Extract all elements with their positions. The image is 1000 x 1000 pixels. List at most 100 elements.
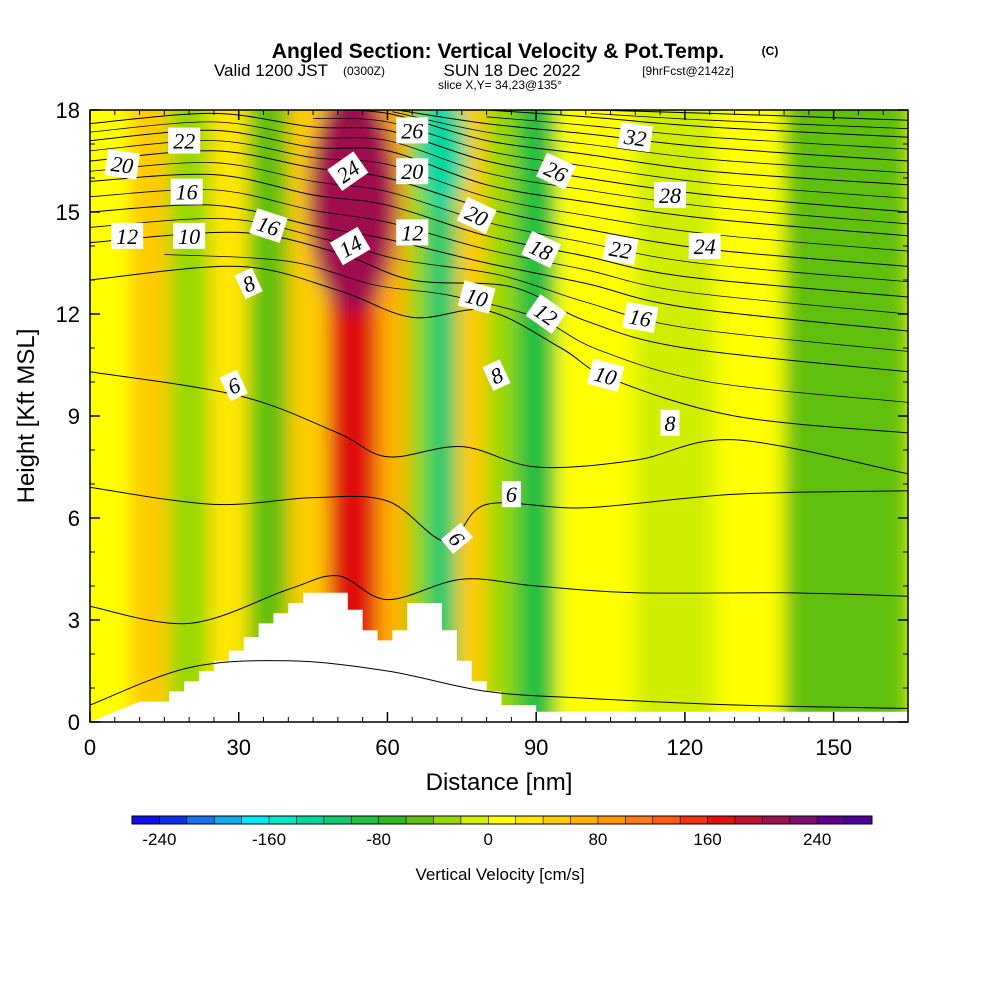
velocity-column <box>129 110 170 722</box>
contour-label-bg <box>173 222 206 249</box>
x-tick-label: 90 <box>524 735 548 760</box>
updraft-core <box>308 110 398 314</box>
contour-label-bg <box>168 127 201 154</box>
contour-label-bg <box>234 267 263 300</box>
contour-label-bg <box>622 301 659 333</box>
contour-label-bg <box>536 152 577 190</box>
contour-label-box: 12 <box>396 219 429 246</box>
colorbar-swatch <box>378 816 407 824</box>
isentrope-minor <box>90 162 908 283</box>
contour-label-box: 26 <box>396 117 429 144</box>
isentrope-2 <box>90 660 908 709</box>
contour-label-bg <box>456 196 497 234</box>
contour-label-bg <box>396 158 429 185</box>
isentrope-22 <box>90 112 908 213</box>
x-axis-title: Distance [nm] <box>426 769 573 796</box>
velocity-column <box>556 110 636 722</box>
contour-label-bg <box>617 122 653 153</box>
contour-label: 12 <box>401 220 423 245</box>
y-tick-label: 0 <box>68 710 80 735</box>
contour-label-bg <box>525 294 567 334</box>
colorbar-swatch <box>515 816 544 824</box>
contour-label: 22 <box>607 236 633 264</box>
contour-label-bg <box>396 117 429 144</box>
contour-label-bg <box>249 208 288 243</box>
contour-label-bg <box>327 151 369 192</box>
x-tick-label: 150 <box>815 735 852 760</box>
velocity-column <box>208 110 249 722</box>
isentrope-minor <box>90 189 908 315</box>
isentrope-28 <box>486 110 908 138</box>
isentrope-20 <box>90 129 908 237</box>
contour-label: 10 <box>178 224 200 249</box>
contour-label-bg <box>654 182 687 208</box>
colorbar-tick-label: -160 <box>252 830 286 849</box>
axes: 0 30 60 90 120 150 0 3 6 9 12 15 18 <box>56 98 909 760</box>
contour-label-box: 10 <box>586 358 625 392</box>
x-tick-label: 30 <box>226 735 250 760</box>
contour-label: 22 <box>173 129 195 154</box>
colorbar-swatch <box>625 816 654 824</box>
colorbar-swatch <box>433 816 462 824</box>
contour-label-box: 8 <box>482 359 511 391</box>
isentrope-4 <box>90 575 908 625</box>
isentrope-minor <box>486 116 908 150</box>
colorbar-swatch <box>296 816 325 824</box>
contour-label-box: 20 <box>396 158 429 185</box>
colorbar-swatch <box>817 816 846 824</box>
colorbar-swatch <box>844 816 873 824</box>
contour-label-box: 32 <box>617 122 653 153</box>
colorbar-swatch <box>488 816 517 824</box>
isentrope-30 <box>595 110 908 121</box>
contour-label-bg <box>457 280 496 314</box>
contour-label-box: 6 <box>219 369 248 402</box>
contour-label-bg <box>521 230 562 268</box>
valid-time-label: Valid 1200 JST <box>214 61 328 80</box>
isentrope-16 <box>90 173 908 298</box>
colorbar-swatch <box>159 816 188 824</box>
contour-label-bg <box>688 233 721 259</box>
colorbar-swatch <box>652 816 681 824</box>
colorbar-swatch <box>406 816 434 824</box>
colorbar-tick-label: -80 <box>366 830 391 849</box>
contour-label-bg <box>586 358 625 392</box>
contour-label-box: 10 <box>457 280 496 314</box>
colorbar: -240 -160 -80 0 80 160 240 <box>131 815 873 849</box>
isentrope-minor <box>590 113 908 130</box>
contour-label-bg <box>501 481 521 508</box>
y-tick-label: 3 <box>68 608 80 633</box>
contour-label: 16 <box>176 180 198 205</box>
contour-label: 20 <box>401 159 423 184</box>
isentrope-14 <box>90 204 908 332</box>
contour-label: 8 <box>665 411 676 436</box>
x-tick-label: 60 <box>375 735 399 760</box>
contour-label-bg <box>219 369 248 402</box>
chart-title: Angled Section: Vertical Velocity & Pot.… <box>272 40 724 63</box>
contour-label-box: 20 <box>104 149 140 180</box>
velocity-column <box>169 110 209 722</box>
velocity-column <box>714 110 785 722</box>
contour-label-bg <box>660 409 680 436</box>
contour-label: 28 <box>659 183 681 208</box>
contour-label: 26 <box>401 118 423 143</box>
contour-label-bg <box>396 219 429 246</box>
contour-label-box: 16 <box>170 178 203 205</box>
colorbar-swatch <box>543 816 572 824</box>
contour-label-bg <box>440 522 473 555</box>
contour-label: 16 <box>627 304 653 332</box>
valid-date-label: SUN 18 Dec 2022 <box>443 61 580 80</box>
colorbar-tick-label: 160 <box>693 830 721 849</box>
contour-label-bg <box>602 233 639 265</box>
colorbar-swatch <box>241 816 270 824</box>
isentrope-minor <box>164 254 908 403</box>
contour-label-box: 28 <box>654 182 687 208</box>
colorbar-swatch <box>269 816 297 824</box>
velocity-column <box>784 110 908 722</box>
forecast-label: [9hrFcst@2142z] <box>642 64 734 78</box>
colorbar-swatch <box>186 816 215 824</box>
slice-label: slice X,Y= 34,23@135° <box>438 78 562 92</box>
colorbar-swatch <box>597 816 626 824</box>
colorbar-swatch <box>707 816 736 824</box>
contour-label-bg <box>482 359 511 391</box>
